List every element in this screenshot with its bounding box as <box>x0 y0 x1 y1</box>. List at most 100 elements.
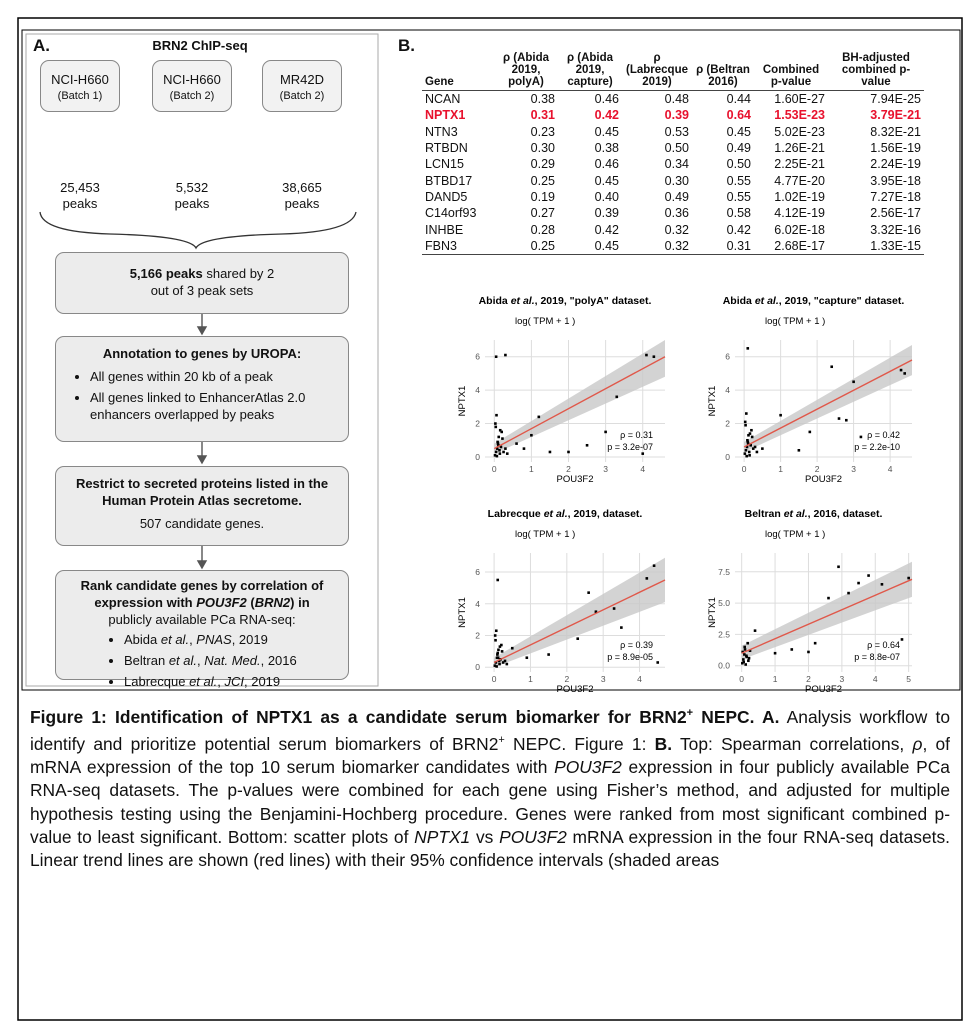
data-point <box>493 664 497 667</box>
data-point <box>530 433 533 437</box>
title-part: et al. <box>755 295 779 307</box>
figure-caption: Figure 1: Identification of NPTX1 as a c… <box>30 702 950 873</box>
text-part: , 2019 <box>243 674 281 689</box>
data-point <box>837 417 841 420</box>
data-point <box>500 643 503 647</box>
caption-text: POU3F2 <box>554 757 622 778</box>
data-point <box>741 661 744 665</box>
data-point <box>903 372 907 375</box>
table-cell: 0.46 <box>594 157 619 172</box>
text-part: Nat. Med. <box>204 653 261 668</box>
step-box: Rank candidate genes by correlation of e… <box>55 570 349 689</box>
table-cell: 0.45 <box>558 237 622 255</box>
table-row: RTBDN 0.30 0.38 0.50 0.49 1.26E-21 1.56E-19 <box>422 140 924 156</box>
table-cell: 0.53 <box>664 124 689 139</box>
data-point <box>743 420 747 424</box>
page-frame <box>17 17 963 1021</box>
table-cell: 3.95E-18 <box>870 173 921 188</box>
title-part: Abida <box>723 295 755 307</box>
column-header: ρ (Labrecque 2019) <box>622 32 692 91</box>
data-point <box>500 650 504 653</box>
x-tick-label: 0 <box>492 464 497 474</box>
data-point <box>859 435 863 439</box>
data-point <box>567 450 570 454</box>
bullet: Abida et al., PNAS, 2019 <box>124 631 340 648</box>
data-point <box>751 447 755 450</box>
step-box: Restrict to secreted proteins listed in … <box>55 466 349 546</box>
sample-name: NCI-H660 <box>51 72 109 87</box>
y-tick-label: 2.5 <box>718 629 730 639</box>
text-part: , <box>197 653 205 668</box>
table-cell: C14orf93 <box>425 206 477 221</box>
trend-line <box>743 359 913 448</box>
x-tick-label: 4 <box>888 464 893 474</box>
data-point <box>652 564 656 567</box>
x-tick-label: 1 <box>773 674 778 684</box>
data-point <box>496 440 499 444</box>
step-text: 507 candidate genes. <box>139 516 265 531</box>
data-point <box>790 648 794 651</box>
x-tick-label: 2 <box>806 674 811 684</box>
table-container: Gene ρ (Abida 2019, polyA) ρ (Abida 2019, … <box>422 32 960 264</box>
table-cell: 0.39 <box>594 206 619 221</box>
x-tick-label: 3 <box>851 464 856 474</box>
table-cell: 0.25 <box>494 237 558 255</box>
table-cell: 3.79E-21 <box>870 108 921 123</box>
x-tick-label: 4 <box>640 464 645 474</box>
x-tick-label: 3 <box>840 674 845 684</box>
step-title: Annotation to genes by UROPA: <box>102 346 302 361</box>
data-point <box>779 413 782 417</box>
peak-count: 5,532 peaks <box>147 180 237 212</box>
stat-annotation: ρ = 0.42 <box>867 430 900 440</box>
x-tick-label: 1 <box>528 674 533 684</box>
data-point <box>620 626 623 629</box>
data-point <box>498 428 502 432</box>
y-tick-label: 4 <box>475 599 480 609</box>
plot-subtitle: log( TPM + 1 ) <box>515 529 575 540</box>
table-cell: 1.02E-19 <box>774 189 825 204</box>
caption-text: Analysis workflow to identify and priori… <box>30 706 951 754</box>
data-point <box>746 347 750 350</box>
confidence-band <box>494 557 665 668</box>
caption-text: + <box>498 734 505 747</box>
table-cell: 2.24E-19 <box>870 157 921 172</box>
table-cell: 0.36 <box>664 206 689 221</box>
table-row: NTN3 0.23 0.45 0.53 0.45 5.02E-23 8.32E-21 <box>422 124 924 140</box>
caption-text: vs <box>470 827 500 848</box>
table-cell: 1.26E-21 <box>774 141 825 156</box>
data-point <box>498 449 501 452</box>
table-cell: 0.44 <box>726 92 751 107</box>
table-cell: 0.38 <box>530 92 555 107</box>
title-part: Labrecque <box>488 508 544 520</box>
table-cell: 0.42 <box>594 108 619 123</box>
y-tick-label: 0 <box>475 662 480 672</box>
data-point <box>499 445 503 449</box>
table-cell: BTBD17 <box>425 173 473 188</box>
y-tick-label: 2 <box>475 631 480 641</box>
title-part: , 2019, dataset. <box>568 508 643 520</box>
data-point <box>497 435 501 439</box>
data-point <box>548 450 552 454</box>
sample-name: NCI-H660 <box>163 72 221 87</box>
data-point <box>748 649 752 653</box>
data-point <box>808 430 812 434</box>
data-point <box>612 607 616 610</box>
x-tick-label: 5 <box>906 674 911 684</box>
data-point <box>743 452 747 455</box>
data-point <box>645 353 648 357</box>
plot-title: Beltran et al., 2016, dataset. <box>745 508 883 520</box>
table-cell: 0.55 <box>726 173 751 188</box>
data-point <box>746 442 750 445</box>
sample-batch: (Batch 1) <box>57 90 103 102</box>
table-cell: 0.45 <box>726 124 751 139</box>
y-tick-label: 0 <box>725 452 730 462</box>
data-point <box>494 450 498 454</box>
data-point <box>746 641 749 645</box>
text-part: , <box>189 632 197 647</box>
table-cell: 0.19 <box>530 189 555 204</box>
panel-a-title: BRN2 ChIP-seq <box>152 38 248 53</box>
table-cell: INHBE <box>425 222 464 237</box>
table-cell: NPTX1 <box>425 108 466 123</box>
column-header: BH-adjusted combined p-value <box>828 32 924 91</box>
